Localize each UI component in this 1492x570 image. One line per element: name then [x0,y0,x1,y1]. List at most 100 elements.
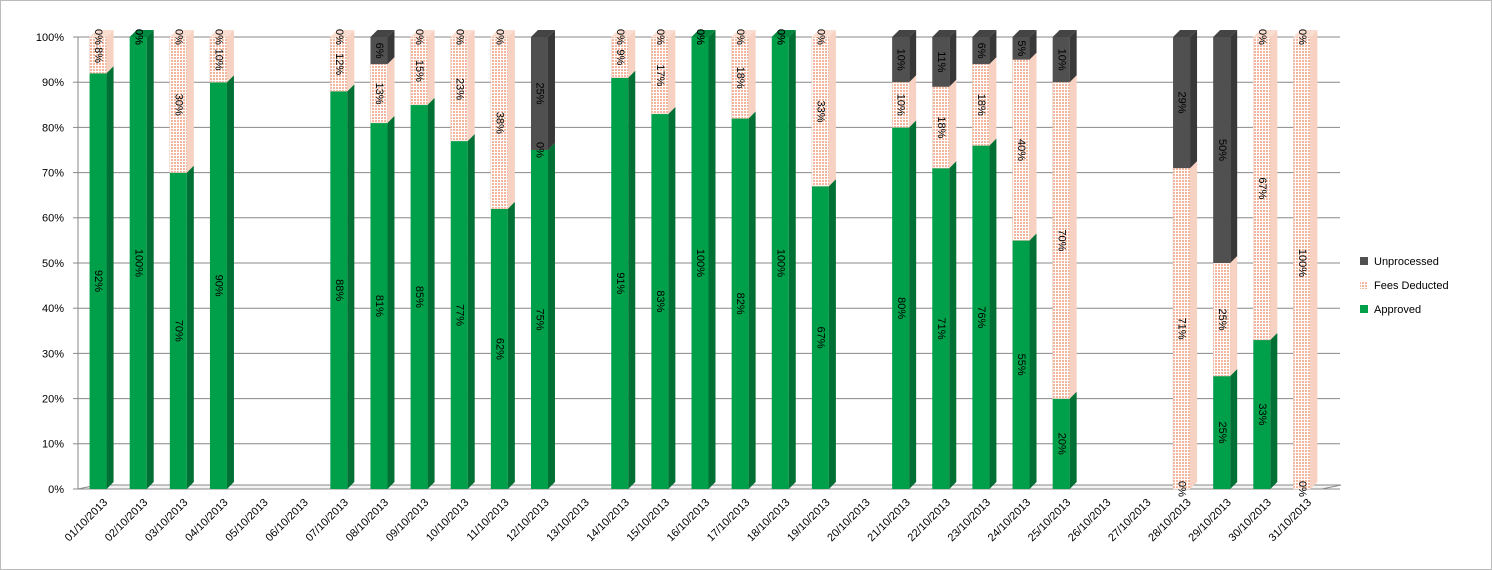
y-tick-label: 80% [42,122,64,134]
bar [932,37,950,87]
bar-top [209,30,234,37]
data-label: 38% [493,112,505,134]
bar [811,186,829,489]
bar-side [387,115,395,489]
data-label: 0% [92,29,104,45]
bar [1253,339,1271,489]
bar-side [989,30,997,65]
bar [490,208,508,489]
data-label: 100% [694,249,706,277]
bar [932,168,950,489]
bar-side [547,143,555,489]
data-label: 10% [1055,49,1067,71]
bar-top [611,30,636,37]
bar-side [427,97,435,490]
bar [370,122,388,489]
bar-top [1213,30,1238,37]
legend-label: Approved [1374,304,1421,316]
bar-top [89,30,114,37]
bar [1012,37,1030,60]
data-label: 55% [1015,354,1027,376]
data-label: 13% [373,82,385,104]
bar [370,37,388,65]
legend-label: Fees Deducted [1374,280,1449,292]
bar-top [1173,30,1198,37]
y-tick-label: 100% [36,32,64,44]
bar [892,127,910,490]
bar-side [708,30,716,489]
bar [651,113,669,489]
bar-side [106,30,114,74]
legend-label: Unprocessed [1374,256,1439,268]
data-label: 18% [975,94,987,116]
data-label: 0% [614,29,626,45]
bar-side [949,30,957,87]
bar-side [387,30,395,65]
data-label: 80% [895,297,907,319]
data-label: 100% [132,249,144,277]
bar-side [949,161,957,489]
data-label: 82% [734,293,746,315]
bar-top [169,30,194,37]
data-label: 5% [1015,40,1027,56]
data-label: 88% [333,279,345,301]
bar-side [1029,30,1037,60]
legend-swatch [1360,305,1368,313]
bar-side [909,75,917,128]
data-label: 50% [1216,139,1228,161]
bar-side [507,30,515,209]
data-label: 0% [172,29,184,45]
y-tick-label: 90% [42,77,64,89]
bar-top [410,30,435,37]
y-tick-label: 70% [42,168,64,180]
bar-top [771,30,796,37]
legend-swatch [1360,281,1368,289]
data-label: 10% [213,49,225,71]
data-label: 0% [734,29,746,45]
data-label: 0% [453,29,465,45]
data-label: 29% [1176,92,1188,114]
data-label: 91% [614,272,626,294]
bar-side [1270,30,1278,340]
bar [892,37,910,83]
bar-side [1230,369,1238,489]
bar-side [788,30,796,489]
bar [1213,37,1231,263]
data-label: 11% [935,51,947,72]
bar [1173,37,1191,169]
data-label: 8% [92,47,104,63]
bar-top [530,30,555,37]
data-label: 75% [534,308,546,330]
bar [209,82,227,489]
data-label: 25% [1216,421,1228,443]
bar-side [1069,391,1077,489]
data-label: 0% [333,29,345,45]
bar-side [1029,233,1037,489]
bar [691,37,709,489]
data-label: 33% [814,101,826,123]
bar-side [748,30,756,119]
bar-side [1230,30,1238,263]
bar [771,37,789,489]
bar [330,91,348,490]
data-label: 77% [453,304,465,326]
data-label: 17% [654,64,666,86]
legend-swatch [1360,257,1368,265]
data-label: 0% [774,29,786,45]
bar-side [668,106,676,489]
bar-side [507,201,515,489]
bar-side [628,70,636,490]
data-label: 67% [814,327,826,349]
bar-side [628,30,636,78]
y-tick-label: 30% [42,348,64,360]
bar-side [1270,332,1278,489]
data-label: 70% [1055,229,1067,251]
data-label: 0% [1256,29,1268,45]
y-tick-label: 10% [42,439,64,451]
bar-top [370,30,395,37]
bar-top [129,30,154,37]
bar-side [1029,52,1037,241]
bar-top [731,30,756,37]
bar-side [467,30,475,141]
